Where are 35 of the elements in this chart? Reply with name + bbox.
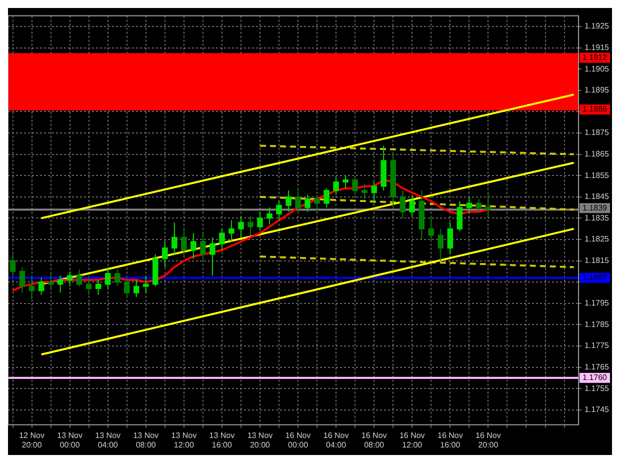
x-tick-label: 16 Nov 16:00: [437, 430, 463, 450]
ref-line-label: 1.1912: [582, 52, 608, 62]
x-tick-label: 16 Nov 00:00: [285, 430, 311, 450]
x-tick-label: 16 Nov 12:00: [399, 430, 425, 450]
y-tick-label: 1.1855: [584, 170, 610, 180]
y-tick-label: 1.1915: [584, 42, 610, 52]
ref-line-label: 1.1807: [582, 273, 608, 282]
y-tick-label: 1.1845: [584, 192, 610, 202]
y-tick-label: 1.1765: [584, 362, 610, 372]
ref-line-label: 1.1839: [582, 203, 608, 212]
y-tick-label: 1.1745: [584, 405, 610, 414]
y-tick-label: 1.1865: [584, 149, 610, 158]
y-tick-label: 1.1925: [584, 22, 610, 31]
y-tick-label: 1.1815: [584, 256, 610, 265]
x-tick-label: 13 Nov 20:00: [247, 430, 273, 450]
x-tick-label: 13 Nov 16:00: [209, 430, 235, 450]
y-tick-label: 1.1895: [584, 86, 610, 95]
x-tick-label: 13 Nov 00:00: [57, 430, 82, 450]
x-tick-label: 16 Nov 08:00: [361, 430, 387, 450]
x-tick-label: 13 Nov 04:00: [95, 430, 121, 450]
ref-line-label: 1.1760: [582, 373, 608, 382]
ref-line-label: 1.1886: [582, 104, 608, 114]
y-tick-label: 1.1835: [584, 213, 610, 222]
x-tick-label: 12 Nov 20:00: [19, 430, 44, 450]
x-tick-label: 13 Nov 08:00: [133, 430, 159, 450]
x-tick-label: 13 Nov 12:00: [171, 430, 197, 450]
y-tick-label: 1.1905: [584, 64, 610, 74]
y-tick-label: 1.1775: [584, 341, 610, 350]
y-tick-label: 1.1785: [584, 320, 610, 329]
y-tick-label: 1.1755: [584, 384, 610, 393]
x-tick-label: 16 Nov 20:00: [476, 430, 501, 450]
y-tick-label: 1.1875: [584, 128, 610, 138]
x-tick-label: 16 Nov 04:00: [323, 430, 349, 450]
y-tick-label: 1.1825: [584, 234, 610, 244]
y-tick-label: 1.1795: [584, 298, 610, 308]
